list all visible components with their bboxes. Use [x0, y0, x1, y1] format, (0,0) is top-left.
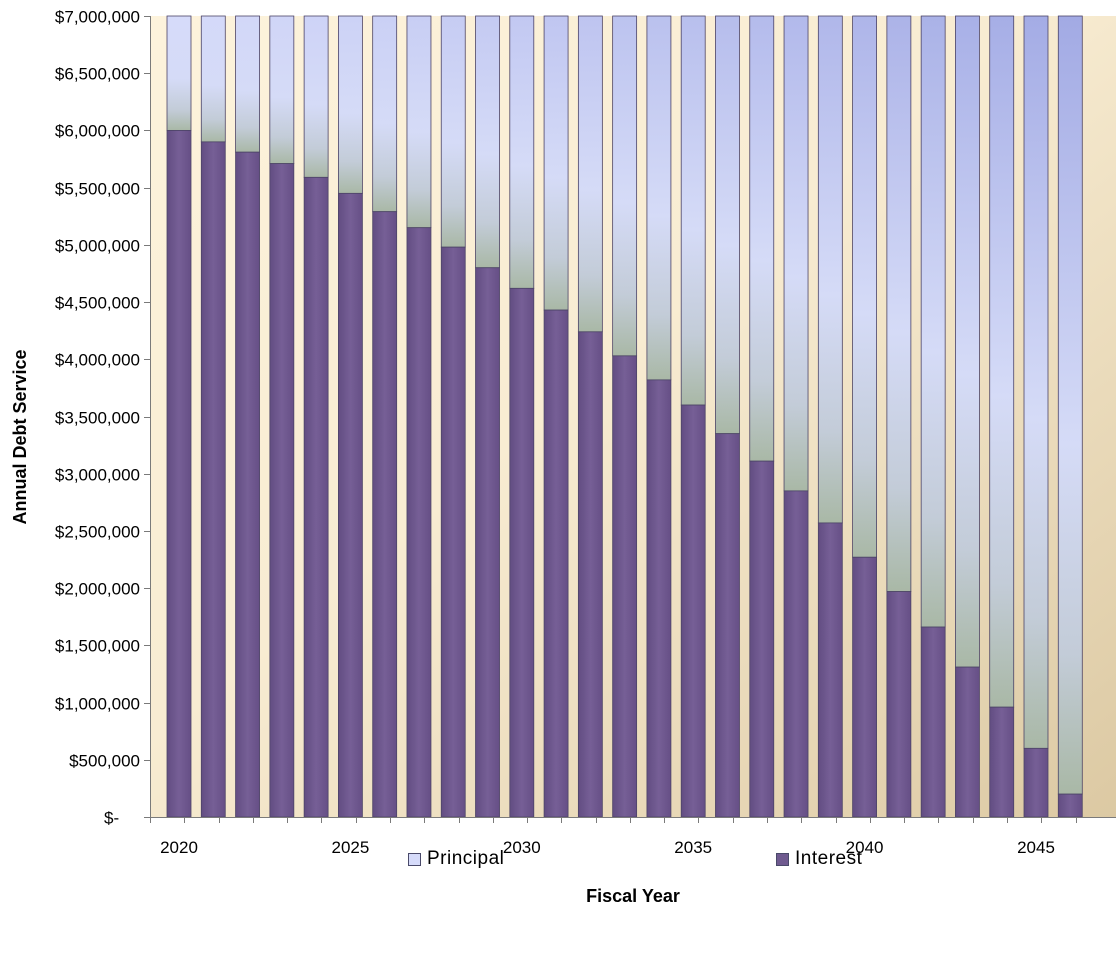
interest-bar-2027 — [406, 227, 432, 818]
y-tick-label: $5,500,000 — [55, 180, 140, 199]
y-tick-label: $7,000,000 — [55, 8, 140, 27]
bars-layer — [166, 15, 1083, 818]
y-tick-label: $3,500,000 — [55, 409, 140, 428]
y-tick-label: $5,000,000 — [55, 237, 140, 256]
interest-bar-2034 — [646, 379, 672, 818]
legend-item-principal: Principal — [408, 848, 504, 870]
principal-bar-2025 — [337, 15, 363, 194]
interest-bar-2029 — [475, 267, 500, 818]
principal-bar-2043 — [955, 15, 980, 668]
principal-bar-2039 — [817, 15, 843, 524]
interest-bar-2022 — [235, 151, 260, 818]
interest-bar-2042 — [920, 626, 946, 818]
y-tick-label: $- — [104, 809, 119, 828]
interest-bar-2041 — [886, 591, 912, 818]
interest-bar-2026 — [372, 211, 398, 818]
legend-label-interest: Interest — [795, 848, 863, 869]
y-axis-title: Annual Debt Service — [10, 349, 30, 524]
principal-bar-2023 — [269, 15, 295, 165]
chart-legend: Principal Interest — [0, 848, 1116, 878]
interest-bar-2043 — [955, 666, 980, 818]
interest-bar-2036 — [715, 433, 740, 818]
y-tick-label: $3,000,000 — [55, 466, 140, 485]
interest-bar-2045 — [1023, 747, 1049, 818]
principal-bar-2032 — [577, 15, 603, 333]
interest-bar-2024 — [303, 176, 329, 818]
y-tick-label: $4,000,000 — [55, 351, 140, 370]
principal-bar-2021 — [200, 15, 226, 143]
y-tick-label: $4,500,000 — [55, 294, 140, 313]
x-tick-label: 2025 — [331, 838, 369, 857]
legend-swatch-principal — [408, 852, 421, 866]
y-tick-label: $2,000,000 — [55, 580, 140, 599]
principal-bar-2028 — [440, 15, 466, 248]
interest-bar-2032 — [577, 331, 603, 818]
x-tick-label: 2020 — [160, 838, 198, 857]
principal-bar-2033 — [612, 15, 638, 357]
legend-swatch-interest — [776, 852, 789, 866]
principal-bar-2035 — [680, 15, 706, 406]
legend-label-principal: Principal — [427, 848, 505, 869]
principal-bar-2030 — [509, 15, 535, 289]
interest-bar-2039 — [817, 522, 843, 818]
legend-item-interest: Interest — [776, 848, 862, 870]
principal-bar-2040 — [852, 15, 877, 558]
principal-bar-2027 — [406, 15, 432, 229]
interest-bar-2046 — [1057, 793, 1083, 818]
principal-bar-2024 — [303, 15, 329, 178]
principal-bar-2038 — [783, 15, 809, 492]
principal-bar-2034 — [646, 15, 672, 381]
x-tick-label: 2030 — [503, 838, 541, 857]
principal-bar-2045 — [1023, 15, 1049, 749]
principal-bar-2026 — [372, 15, 398, 213]
axis-layer — [144, 16, 1116, 823]
y-tick-label: $1,000,000 — [55, 695, 140, 714]
interest-bar-2035 — [680, 404, 706, 818]
interest-bar-2040 — [852, 556, 877, 818]
x-tick-label: 2040 — [846, 838, 884, 857]
interest-bar-2044 — [989, 706, 1015, 818]
principal-bar-2037 — [749, 15, 775, 462]
principal-bar-2041 — [886, 15, 912, 592]
x-axis-title: Fiscal Year — [586, 886, 680, 906]
interest-bar-2025 — [337, 192, 363, 818]
interest-bar-2030 — [509, 287, 535, 818]
interest-bar-2020 — [166, 130, 192, 818]
interest-bar-2037 — [749, 460, 775, 818]
y-tick-label: $500,000 — [69, 752, 140, 771]
principal-bar-2044 — [989, 15, 1015, 708]
interest-bar-2028 — [440, 246, 466, 818]
y-tick-label: $6,000,000 — [55, 122, 140, 141]
principal-bar-2031 — [543, 15, 569, 311]
y-tick-label: $6,500,000 — [55, 65, 140, 84]
y-tick-label: $2,500,000 — [55, 523, 140, 542]
principal-bar-2029 — [475, 15, 500, 269]
interest-bar-2031 — [543, 309, 569, 818]
principal-bar-2022 — [235, 15, 260, 153]
x-tick-label: 2035 — [674, 838, 712, 857]
x-tick-label: 2045 — [1017, 838, 1055, 857]
principal-bar-2042 — [920, 15, 946, 628]
y-tick-label: $1,500,000 — [55, 637, 140, 656]
interest-bar-2033 — [612, 355, 638, 818]
principal-bar-2046 — [1057, 15, 1083, 795]
interest-bar-2038 — [783, 490, 809, 818]
principal-bar-2020 — [166, 15, 192, 131]
label-layer: $- $500,000 $1,000,000 $1,500,000 $2,000,000… — [55, 8, 1055, 858]
interest-bar-2021 — [200, 141, 226, 818]
principal-bar-2036 — [715, 15, 740, 435]
interest-bar-2023 — [269, 163, 295, 818]
